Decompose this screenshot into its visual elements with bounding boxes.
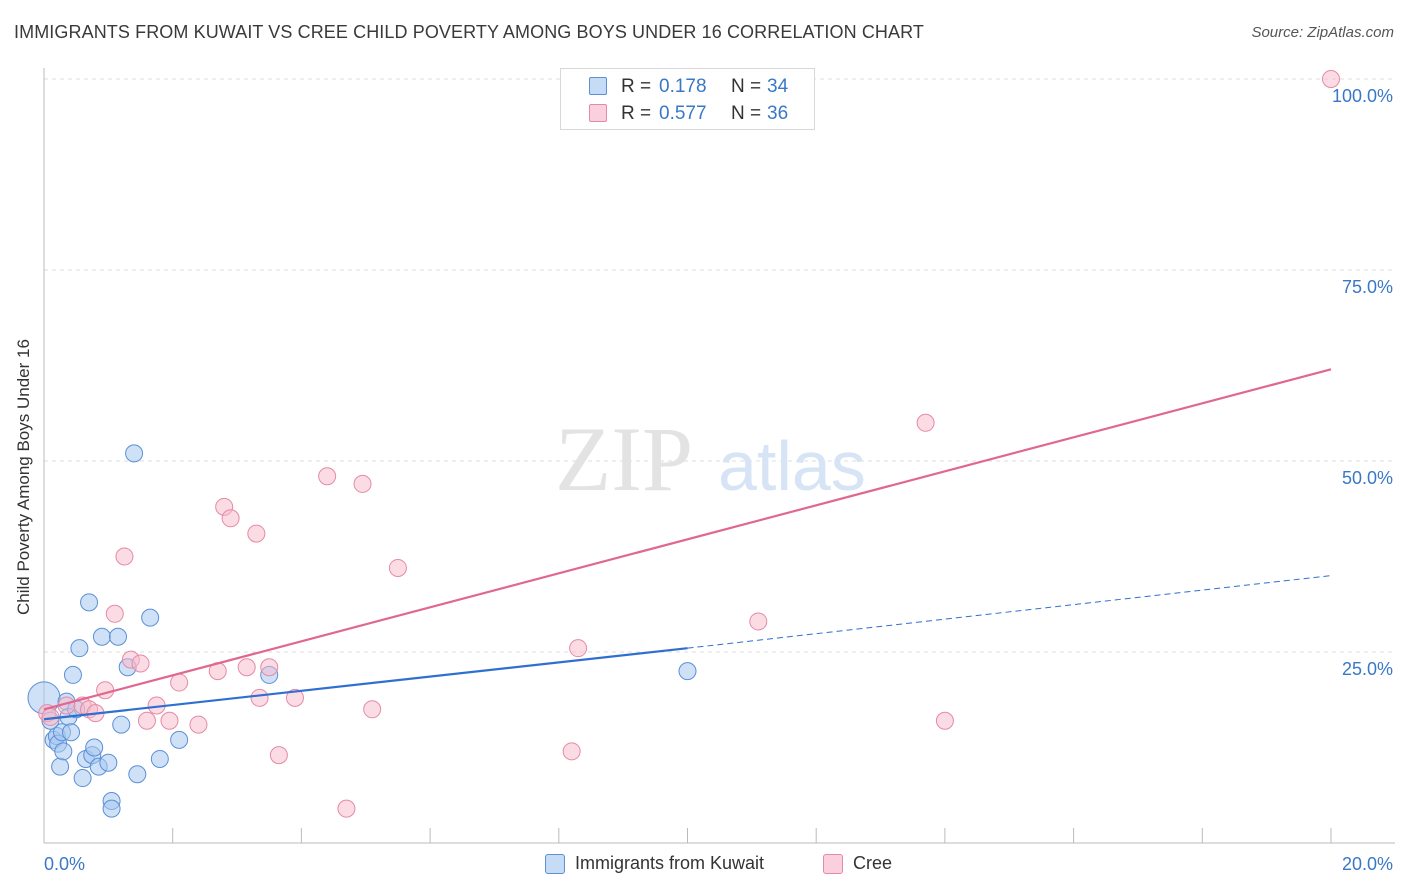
data-point-kuwait	[62, 723, 81, 742]
data-point-cree	[353, 474, 372, 493]
x-tick-label: 20.0%	[1342, 854, 1393, 874]
legend-n-value: 36	[767, 103, 789, 124]
series-cree-points	[38, 70, 1340, 818]
data-point-kuwait	[112, 715, 131, 734]
watermark-zip: ZIP	[555, 408, 693, 510]
data-point-cree	[131, 654, 150, 673]
data-point-cree	[318, 467, 337, 486]
source-label: Source: ZipAtlas.com	[1251, 24, 1394, 41]
data-point-cree	[260, 658, 279, 677]
chart-title: IMMIGRANTS FROM KUWAIT VS CREE CHILD POV…	[14, 22, 925, 42]
data-point-kuwait	[80, 593, 99, 612]
legend-label-kuwait: Immigrants from Kuwait	[575, 853, 765, 873]
data-point-cree	[388, 558, 407, 577]
data-point-cree	[105, 604, 124, 623]
data-point-cree	[337, 799, 356, 818]
legend-swatch-blue	[589, 77, 607, 95]
legend-swatch-pink	[589, 104, 607, 122]
legend-label-cree: Cree	[853, 853, 893, 873]
data-point-cree	[115, 547, 134, 566]
legend-row-cree: R = 0.577 N = 36	[561, 101, 814, 127]
data-point-cree	[96, 681, 115, 700]
data-point-cree	[749, 612, 768, 631]
data-point-cree	[170, 673, 189, 692]
data-point-cree	[562, 742, 581, 761]
data-point-kuwait	[109, 627, 128, 646]
trendline-cree	[43, 368, 1332, 711]
data-point-kuwait	[85, 738, 104, 757]
legend-r-value: 0.577	[659, 103, 707, 124]
legend-r-label: R =	[621, 76, 652, 97]
data-point-kuwait	[51, 757, 70, 776]
trendline-kuwait-extension	[687, 575, 1332, 649]
watermark: ZIP atlas	[555, 408, 866, 510]
data-point-kuwait	[73, 769, 92, 788]
data-point-kuwait	[99, 753, 118, 772]
legend-swatch-pink	[823, 854, 843, 874]
data-point-kuwait	[92, 627, 111, 646]
y-tick-label: 100.0%	[1332, 86, 1393, 106]
legend-n-label: N =	[731, 103, 762, 124]
data-point-kuwait	[70, 639, 89, 658]
y-tick-label: 50.0%	[1342, 468, 1393, 488]
trendlines	[43, 368, 1332, 721]
data-point-kuwait	[141, 608, 160, 627]
data-point-kuwait	[102, 799, 121, 818]
data-point-kuwait	[54, 742, 73, 761]
x-tick-label: 0.0%	[44, 854, 85, 874]
data-point-cree	[137, 711, 156, 730]
data-point-cree	[189, 715, 208, 734]
data-point-cree	[916, 413, 935, 432]
legend-n-label: N =	[731, 76, 762, 97]
legend-swatch-blue	[545, 854, 565, 874]
watermark-atlas: atlas	[718, 427, 866, 505]
data-point-cree	[1322, 70, 1340, 88]
data-point-cree	[247, 524, 266, 543]
trendline-kuwait	[43, 647, 688, 721]
y-tick-label: 75.0%	[1342, 277, 1393, 297]
data-point-cree	[285, 688, 304, 707]
correlation-legend: R = 0.178 N = 34 R = 0.577 N = 36	[560, 68, 815, 130]
data-point-cree	[363, 700, 382, 719]
data-point-kuwait	[150, 749, 169, 768]
series-legend: Immigrants from Kuwait Cree	[0, 852, 1406, 878]
data-point-kuwait	[128, 765, 147, 784]
y-tick-label: 25.0%	[1342, 659, 1393, 679]
legend-r-label: R =	[621, 103, 652, 124]
y-axis-label: Child Poverty Among Boys Under 16	[14, 339, 33, 615]
legend-r-value: 0.178	[659, 76, 707, 97]
legend-n-value: 34	[767, 76, 789, 97]
data-point-kuwait	[63, 665, 82, 684]
data-point-cree	[221, 509, 240, 528]
gridlines	[44, 78, 1395, 653]
tick-labels: 25.0% 50.0% 75.0% 100.0% 0.0% 20.0%	[44, 86, 1393, 874]
data-point-cree	[569, 639, 588, 658]
legend-row-kuwait: R = 0.178 N = 34	[561, 74, 814, 100]
data-point-kuwait	[170, 730, 189, 749]
data-point-cree	[250, 688, 269, 707]
data-point-kuwait	[678, 662, 697, 681]
data-point-cree	[935, 711, 954, 730]
data-point-cree	[269, 746, 288, 765]
data-point-cree	[237, 658, 256, 677]
data-point-cree	[160, 711, 179, 730]
data-point-kuwait	[125, 444, 144, 463]
